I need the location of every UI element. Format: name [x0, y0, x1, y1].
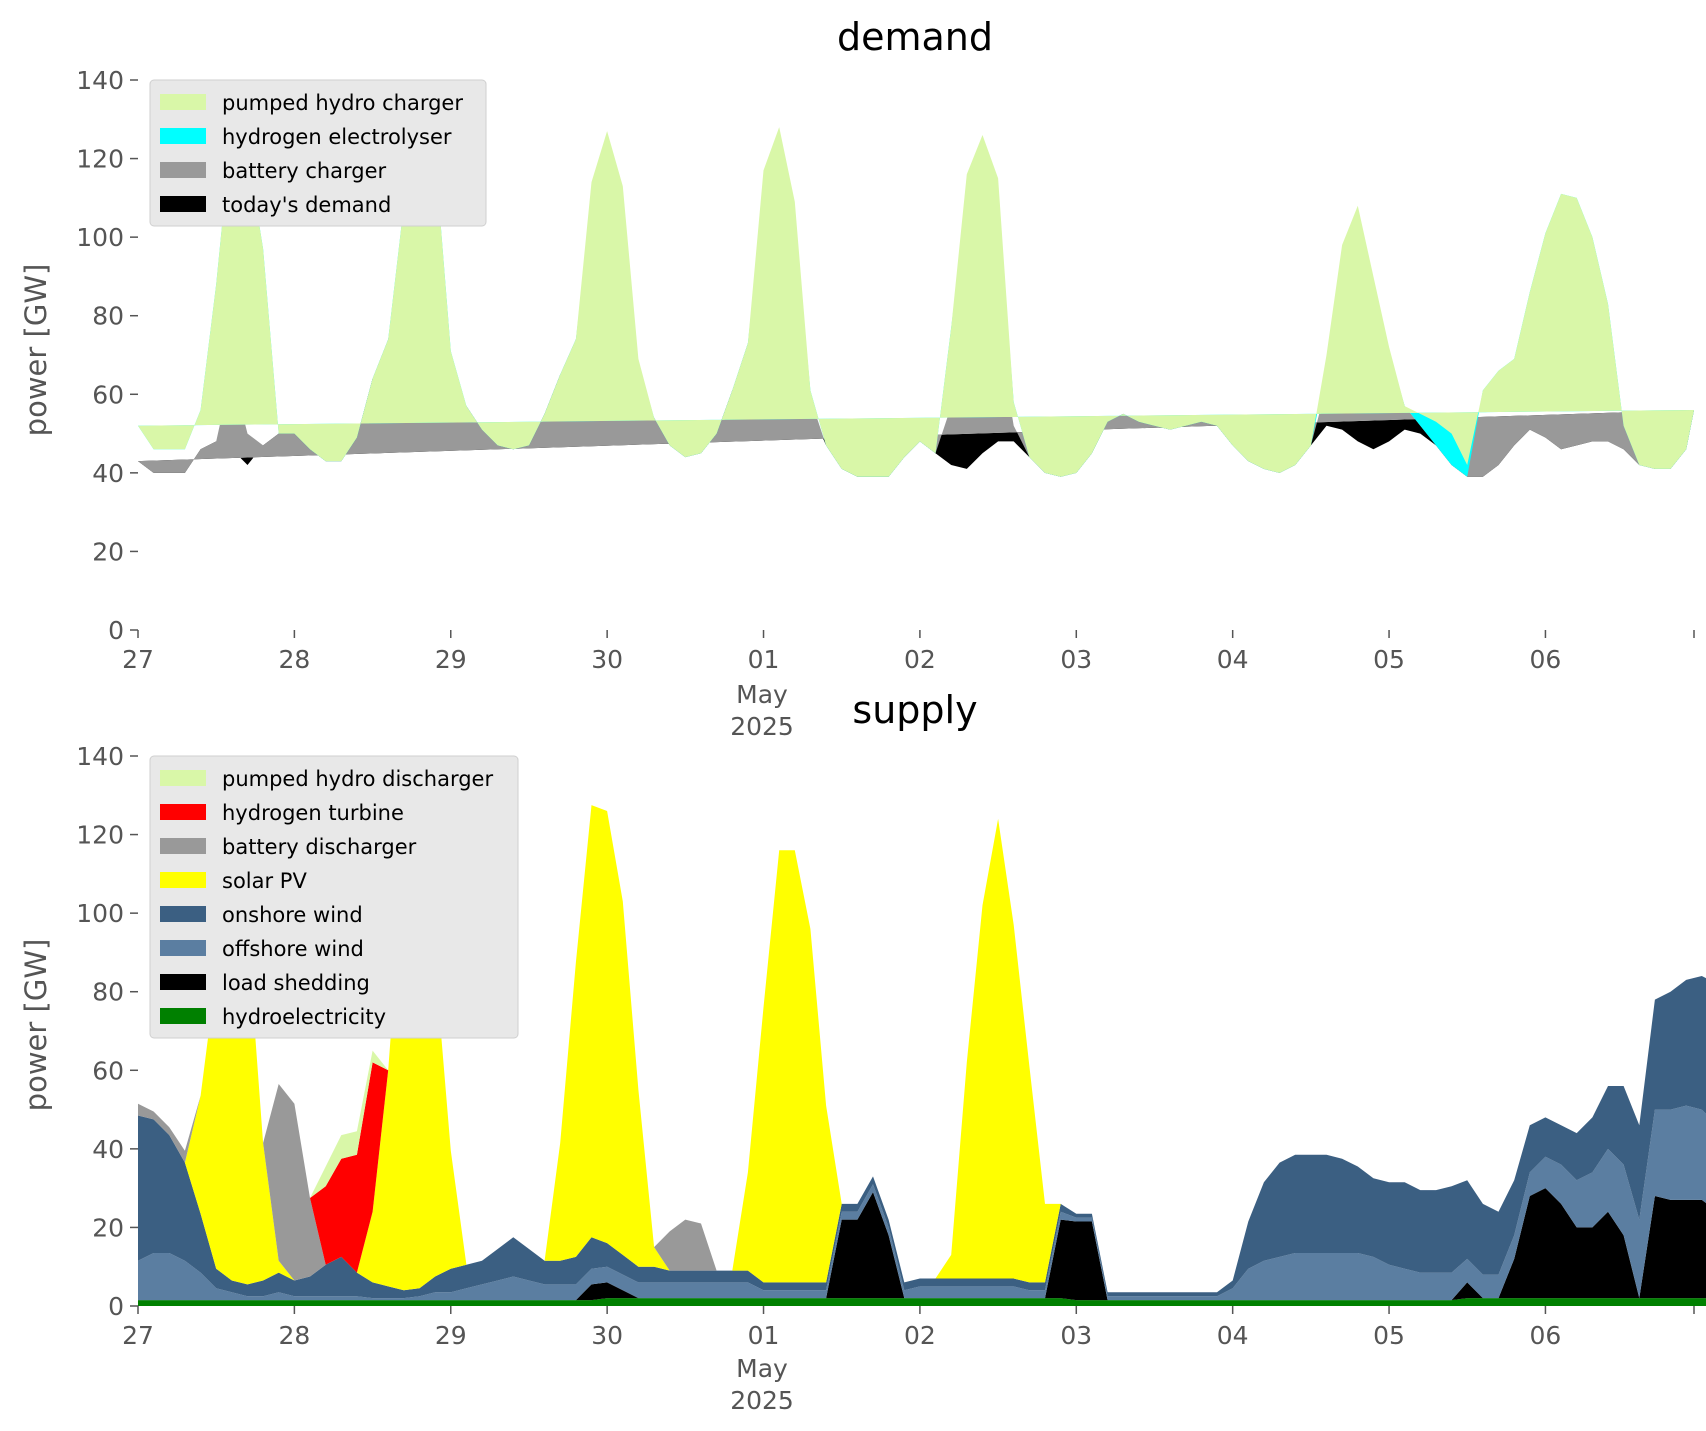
- x-tick-label: 06: [1530, 1321, 1562, 1350]
- legend-label: hydrogen turbine: [222, 801, 404, 825]
- area-load-shedding: [138, 1188, 1706, 1301]
- y-tick-label: 120: [76, 821, 124, 850]
- legend-label: battery discharger: [222, 835, 417, 859]
- x-axis-year-label: 2025: [730, 1386, 794, 1415]
- legend-swatch: [160, 162, 206, 178]
- y-tick-label: 60: [92, 1056, 124, 1085]
- area-hydroelectricity: [138, 1298, 1706, 1306]
- x-tick-label: 03: [1060, 1321, 1092, 1350]
- legend-swatch: [160, 196, 206, 212]
- legend-label: pumped hydro charger: [222, 91, 463, 115]
- y-tick-label: 40: [92, 459, 124, 488]
- x-tick-label: 30: [591, 1321, 623, 1350]
- x-tick-label: 03: [1060, 645, 1092, 674]
- x-axis-month-label: May: [736, 680, 788, 709]
- x-tick-label: 05: [1373, 645, 1405, 674]
- y-axis-label: power [GW]: [19, 939, 53, 1112]
- x-tick-label: 01: [748, 645, 780, 674]
- y-tick-label: 100: [76, 899, 124, 928]
- y-tick-label: 140: [76, 66, 124, 95]
- legend-swatch: [160, 974, 206, 990]
- legend-label: pumped hydro discharger: [222, 767, 493, 791]
- x-tick-label: 04: [1217, 1321, 1249, 1350]
- x-tick-label: 29: [435, 645, 467, 674]
- legend-label: solar PV: [222, 869, 307, 893]
- legend-label: offshore wind: [222, 937, 364, 961]
- legend-label: onshore wind: [222, 903, 363, 927]
- x-tick-label: 27: [122, 645, 154, 674]
- x-tick-label: 28: [278, 1321, 310, 1350]
- legend-swatch: [160, 1008, 206, 1024]
- y-axis-label: power [GW]: [19, 264, 53, 437]
- y-tick-label: 60: [92, 380, 124, 409]
- legend-swatch: [160, 770, 206, 786]
- legend-swatch: [160, 940, 206, 956]
- x-axis-year-label: 2025: [730, 712, 794, 741]
- y-tick-label: 0: [108, 1292, 124, 1321]
- y-tick-label: 80: [92, 978, 124, 1007]
- x-tick-label: 05: [1373, 1321, 1405, 1350]
- legend-swatch: [160, 804, 206, 820]
- x-tick-label: 30: [591, 645, 623, 674]
- legend-swatch: [160, 872, 206, 888]
- chart-title: supply: [852, 688, 977, 732]
- x-tick-label: 04: [1217, 645, 1249, 674]
- area-onshore-wind: [138, 976, 1706, 1299]
- y-tick-label: 140: [76, 742, 124, 771]
- legend-box: [149, 79, 487, 227]
- legend-swatch: [160, 906, 206, 922]
- x-axis-month-label: May: [736, 1354, 788, 1383]
- legend-label: battery charger: [222, 159, 387, 183]
- legend-label: today's demand: [222, 193, 391, 217]
- x-tick-label: 02: [904, 645, 936, 674]
- x-tick-label: 02: [904, 1321, 936, 1350]
- y-tick-label: 80: [92, 302, 124, 331]
- y-tick-label: 0: [108, 616, 124, 645]
- area-battery-discharger: [138, 805, 1706, 1293]
- y-tick-label: 100: [76, 223, 124, 252]
- y-tick-label: 20: [92, 1213, 124, 1242]
- x-tick-label: 01: [748, 1321, 780, 1350]
- legend-swatch: [160, 838, 206, 854]
- x-tick-label: 06: [1530, 645, 1562, 674]
- x-tick-label: 28: [278, 645, 310, 674]
- y-tick-label: 20: [92, 537, 124, 566]
- legend-label: hydrogen electrolyser: [222, 125, 452, 149]
- legend-label: hydroelectricity: [222, 1005, 386, 1029]
- x-tick-label: 29: [435, 1321, 467, 1350]
- chart-title: demand: [837, 15, 993, 59]
- legend-swatch: [160, 94, 206, 110]
- legend-box: [149, 755, 519, 1039]
- x-tick-label: 27: [122, 1321, 154, 1350]
- legend-label: load shedding: [222, 971, 370, 995]
- y-tick-label: 40: [92, 1135, 124, 1164]
- y-tick-label: 120: [76, 145, 124, 174]
- legend-swatch: [160, 128, 206, 144]
